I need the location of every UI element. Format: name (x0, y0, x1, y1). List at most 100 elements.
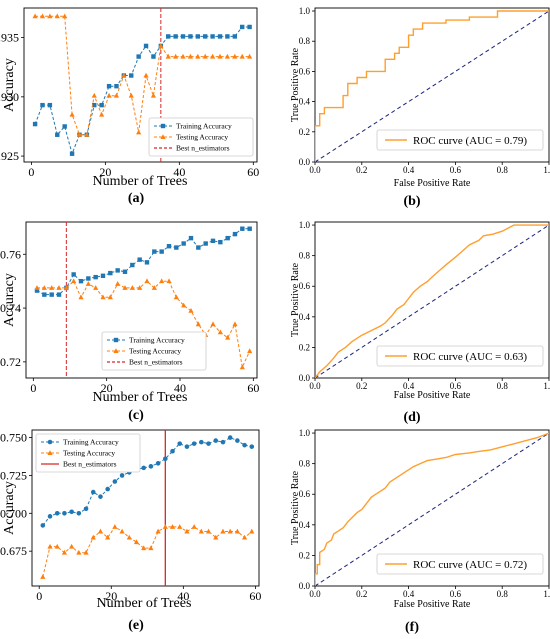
data-point-c-training (240, 226, 245, 231)
legend-e: Training Accuracy Testing Accuracy Best n_… (35, 433, 141, 473)
data-point-c-training (137, 257, 142, 262)
data-point-e-training (155, 461, 161, 466)
data-point-a-testing (224, 53, 231, 59)
data-point-c-testing (122, 285, 128, 290)
data-point-a-training (203, 34, 208, 39)
plot-frame-a (23, 7, 258, 163)
x-tick-label-c: 0 (30, 381, 36, 395)
data-point-a-testing (187, 53, 194, 59)
legend-marker-c (113, 348, 119, 353)
data-point-c-testing (49, 285, 55, 290)
y-tick-label-a: 0.925 (0, 149, 19, 163)
x-axis-label-b: False Positive Rate (394, 178, 471, 189)
x-tick-label-b: 1.0 (543, 165, 550, 175)
data-point-a-training (247, 24, 252, 30)
legend-marker-a (160, 123, 166, 129)
legend-entry-a: Testing Accuracy (176, 133, 228, 142)
data-point-a-training (180, 34, 186, 39)
y-tick-label-f: 0.0 (299, 581, 311, 591)
x-tick-label-e: 40 (177, 589, 189, 603)
data-point-c-training (144, 260, 150, 265)
data-point-a-training (151, 54, 156, 59)
data-point-e-testing (97, 528, 104, 534)
legend-entry-f: ROC curve (AUC = 0.72) (413, 559, 527, 571)
data-point-e-training (40, 523, 46, 528)
data-point-e-testing (47, 543, 53, 549)
data-point-e-testing (249, 528, 255, 534)
data-point-e-testing (241, 534, 248, 540)
data-point-c-testing (71, 278, 77, 284)
data-point-c-testing (239, 364, 245, 370)
y-axis-label-b: True Positive Rate (290, 47, 301, 122)
y-tick-label-e: 0.750 (0, 431, 27, 445)
data-point-e-training (213, 438, 219, 443)
y-axis-label-f: True Positive Rate (290, 470, 301, 545)
y-tick-label-d: 0.8 (299, 251, 311, 261)
x-tick-label-c: 20 (101, 381, 113, 395)
y-axis-label-e: Accuracy (2, 481, 17, 535)
legend-marker-e (47, 439, 53, 445)
legend-d: ROC curve (AUC = 0.63) (376, 345, 544, 367)
data-point-e-testing (155, 528, 161, 534)
data-point-e-testing (133, 539, 140, 545)
y-tick-label-d: 0.6 (299, 281, 311, 291)
x-axis-label-e: Number of Trees (97, 596, 192, 611)
plot-area-b (315, 10, 549, 162)
legend-c: Training Accuracy Testing Accuracy Best n_… (101, 331, 207, 371)
legend-entry-e: Testing Accuracy (63, 449, 115, 458)
data-point-e-testing (191, 524, 197, 529)
chart-panel-f: 0.0 0.2 0.4 0.6 0.8 1.0 0.0 0.2 0.4 0.6 0.8 1.0 Fals… (290, 428, 550, 635)
y-tick-label-d: 0.0 (299, 373, 311, 383)
data-point-e-training (199, 439, 204, 445)
y-tick-label-c: 0.74 (0, 301, 21, 315)
data-point-e-training (242, 442, 247, 448)
data-point-c-testing (85, 281, 91, 286)
plot-area-f (315, 432, 549, 586)
data-point-a-training (240, 24, 245, 30)
data-point-e-training (83, 506, 89, 512)
data-point-e-testing (198, 528, 204, 534)
data-point-c-testing (159, 278, 165, 284)
data-point-a-testing (217, 53, 223, 59)
data-point-e-training (112, 479, 118, 484)
data-point-c-training (203, 241, 208, 246)
data-point-a-testing (32, 13, 38, 19)
data-point-e-testing (40, 574, 46, 579)
data-point-c-training (122, 269, 128, 274)
data-point-c-training (210, 238, 216, 244)
x-axis-label-c: Number of Trees (93, 390, 188, 405)
data-point-a-training (92, 102, 97, 108)
data-point-e-testing (220, 528, 226, 534)
data-point-a-training (99, 102, 104, 108)
data-point-a-testing (247, 53, 253, 59)
data-point-c-training (93, 274, 98, 280)
y-tick-label-f: 1.0 (299, 428, 311, 438)
panel-label-e: (e) (128, 618, 144, 633)
data-point-e-training (148, 464, 154, 469)
legend-entry-c: Best n_estimators (129, 358, 183, 367)
data-point-a-training (210, 34, 215, 39)
x-tick-label-d: 1.0 (543, 381, 550, 391)
data-point-c-training (218, 239, 223, 245)
data-point-c-training (100, 273, 106, 278)
data-point-e-testing (69, 543, 75, 549)
data-point-c-training (130, 262, 135, 268)
data-point-a-training (188, 34, 193, 39)
legend-entry-e: Training Accuracy (63, 438, 119, 447)
data-point-e-training (90, 489, 96, 495)
x-tick-label-f: 0.0 (309, 589, 321, 599)
x-tick-label-a: 20 (99, 165, 111, 179)
legend-marker-c (113, 337, 119, 343)
plot-frame-b (314, 7, 550, 163)
data-point-e-testing (119, 528, 125, 534)
panel-label-b: (b) (403, 194, 420, 209)
legend-marker-a (160, 134, 166, 139)
x-tick-label-d: 0.4 (403, 381, 415, 391)
chart-panel-b: 0.0 0.2 0.4 0.6 0.8 1.0 0.0 0.2 0.4 0.6 0.8 1.0 Fals… (290, 6, 550, 209)
data-point-a-testing (202, 53, 208, 59)
roc-curve-f (315, 432, 549, 586)
chart-panel-e: 0 20 40 60 0.675 0.700 0.725 0.750 Number of Tre… (0, 429, 261, 633)
x-tick-label-a: 0 (28, 165, 34, 179)
x-tick-label-d: 0.2 (356, 381, 367, 391)
y-tick-label-e: 0.700 (0, 506, 27, 520)
